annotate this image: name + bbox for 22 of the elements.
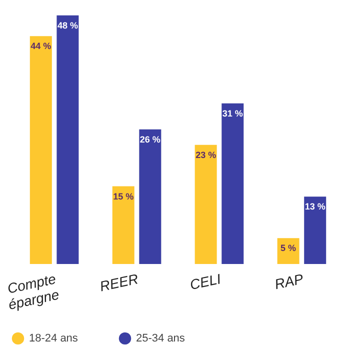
data-label: 31 % <box>222 108 243 118</box>
x-tick-label: RAP <box>273 270 306 292</box>
bar <box>56 15 79 264</box>
data-label: 5 % <box>280 243 296 254</box>
data-label: 15 % <box>113 191 134 202</box>
x-tick-label: CELI <box>188 270 222 293</box>
data-label: 23 % <box>196 150 216 160</box>
bar <box>112 186 134 264</box>
legend-label: 25-34 ans <box>136 332 186 344</box>
bar <box>304 196 326 264</box>
legend-label: 18-24 ans <box>29 332 78 344</box>
x-tick-label: Compte épargne <box>6 270 61 313</box>
bar <box>30 36 52 264</box>
bar <box>139 129 162 264</box>
x-tick-label: REER <box>98 270 140 294</box>
data-label: 44 % <box>30 41 52 52</box>
bar <box>194 144 217 264</box>
data-label: 13 % <box>304 202 326 212</box>
data-label: 48 % <box>57 20 78 30</box>
data-label: 26 % <box>140 134 160 144</box>
bar <box>277 238 300 264</box>
bar <box>222 103 244 264</box>
